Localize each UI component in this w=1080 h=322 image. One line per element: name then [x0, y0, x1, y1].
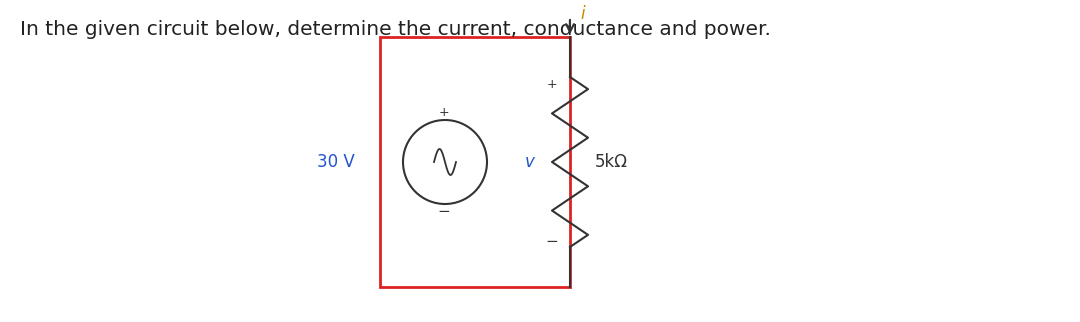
- Text: +: +: [546, 78, 557, 90]
- Text: In the given circuit below, determine the current, conductance and power.: In the given circuit below, determine th…: [21, 20, 771, 39]
- Text: 30 V: 30 V: [318, 153, 355, 171]
- Circle shape: [403, 120, 487, 204]
- Text: 5kΩ: 5kΩ: [595, 153, 627, 171]
- Text: v: v: [525, 153, 535, 171]
- Text: −: −: [437, 204, 450, 220]
- Bar: [380, 37, 570, 287]
- Text: +: +: [438, 106, 449, 118]
- Text: −: −: [545, 234, 558, 250]
- Text: i: i: [580, 5, 584, 23]
